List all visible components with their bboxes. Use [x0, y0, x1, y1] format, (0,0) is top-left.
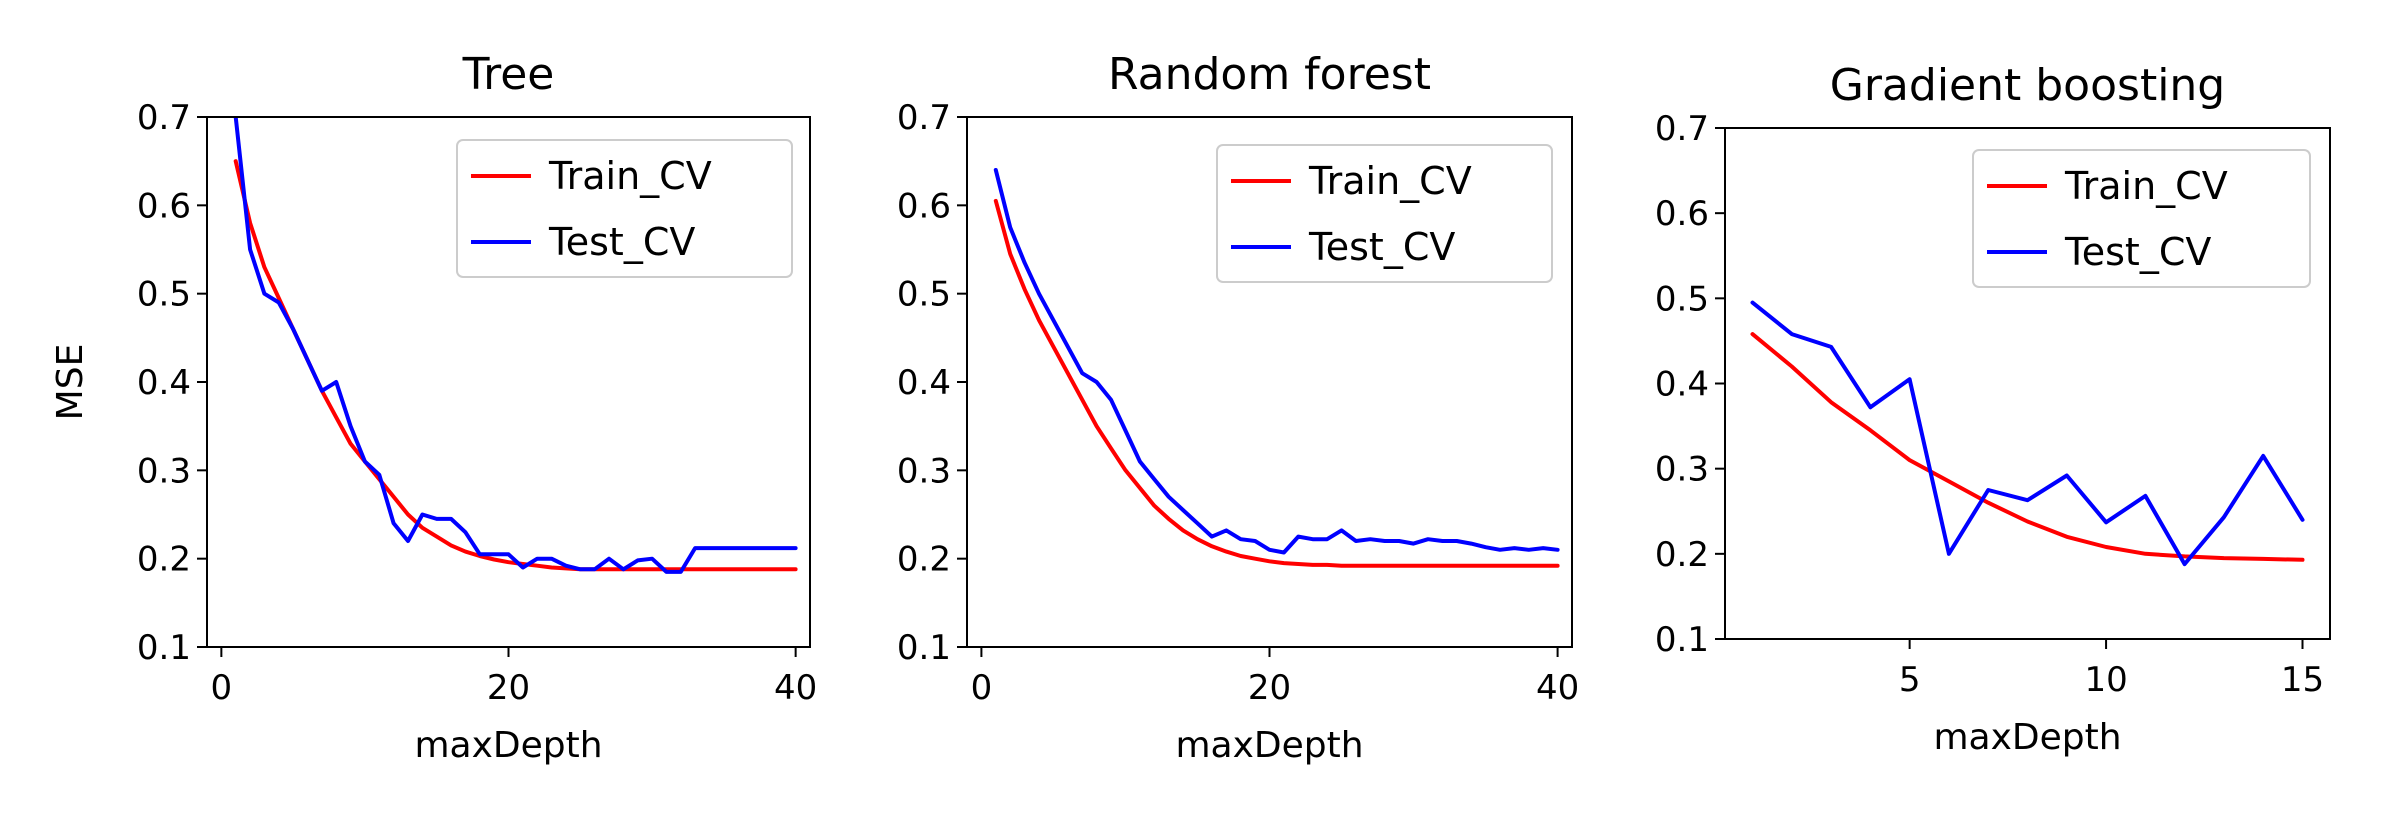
y-tick-label: 0.5 [1655, 279, 1709, 319]
y-tick-label: 0.6 [1655, 194, 1709, 234]
y-tick-label: 0.1 [1655, 620, 1709, 660]
series-line-train-cv [1750, 332, 2305, 562]
y-tick-label: 0.7 [1655, 109, 1709, 149]
x-axis-label: maxDepth [1933, 717, 2121, 758]
chart-title: Tree [462, 49, 555, 100]
series-line-train-cv [993, 198, 1560, 568]
x-tick-label: 10 [2084, 660, 2127, 700]
y-tick-label: 0.1 [897, 628, 951, 668]
x-tick-label: 5 [1899, 660, 1921, 700]
chart-title: Random forest [1108, 49, 1431, 100]
chart-panel-1: Tree 0.1 0.2 0.3 0.4 0.5 0.6 0.7 0 20 40 maxDepth MS… [50, 49, 817, 766]
legend-box [456, 139, 793, 278]
legend-label: Test_CV [1308, 225, 1455, 269]
series-line-test-cv [1750, 300, 2305, 567]
series-line-test-cv [233, 117, 798, 574]
legend: Train_CV Test_CV [456, 139, 793, 278]
legend-label: Train_CV [2064, 164, 2228, 208]
y-tick-label: 0.3 [1655, 450, 1709, 490]
y-tick-label: 0.3 [137, 451, 191, 491]
y-tick-label: 0.4 [1655, 365, 1709, 405]
legend-label: Test_CV [548, 220, 695, 264]
y-tick-label: 0.5 [137, 275, 191, 315]
x-tick-label: 40 [774, 668, 817, 708]
chart-panel-2: Random forest 0.1 0.2 0.3 0.4 0.5 0.6 0.7 0 20 40 m… [897, 49, 1579, 766]
legend: Train_CV Test_CV [1972, 149, 2311, 288]
y-axis-label: MSE [50, 344, 91, 421]
y-tick-label: 0.1 [137, 628, 191, 668]
x-tick-label: 20 [1248, 668, 1291, 708]
series-line-test-cv [993, 168, 1560, 555]
legend-label: Train_CV [548, 154, 712, 198]
x-tick-label: 0 [211, 668, 233, 708]
legend-label: Test_CV [2064, 230, 2211, 274]
y-tick-label: 0.4 [137, 363, 191, 403]
legend: Train_CV Test_CV [1216, 144, 1553, 283]
y-tick-label: 0.4 [897, 363, 951, 403]
x-axis-label: maxDepth [414, 725, 602, 766]
y-tick-label: 0.2 [137, 540, 191, 580]
legend-box [1972, 149, 2311, 288]
legend-label: Train_CV [1308, 159, 1472, 203]
x-tick-label: 40 [1536, 668, 1579, 708]
y-tick-label: 0.2 [1655, 535, 1709, 575]
x-tick-label: 15 [2281, 660, 2324, 700]
x-tick-label: 20 [487, 668, 530, 708]
y-tick-label: 0.6 [137, 186, 191, 226]
y-tick-label: 0.3 [897, 451, 951, 491]
chart-title: Gradient boosting [1830, 60, 2225, 111]
chart-panel-3: Gradient boosting 0.1 0.2 0.3 0.4 0.5 0.6 0.7 5 1… [1655, 60, 2331, 758]
legend-box [1216, 144, 1553, 283]
y-tick-label: 0.5 [897, 275, 951, 315]
x-tick-label: 0 [971, 668, 993, 708]
y-tick-label: 0.2 [897, 540, 951, 580]
y-tick-label: 0.6 [897, 186, 951, 226]
y-tick-label: 0.7 [897, 98, 951, 138]
y-tick-label: 0.7 [137, 98, 191, 138]
x-axis-label: maxDepth [1175, 725, 1363, 766]
